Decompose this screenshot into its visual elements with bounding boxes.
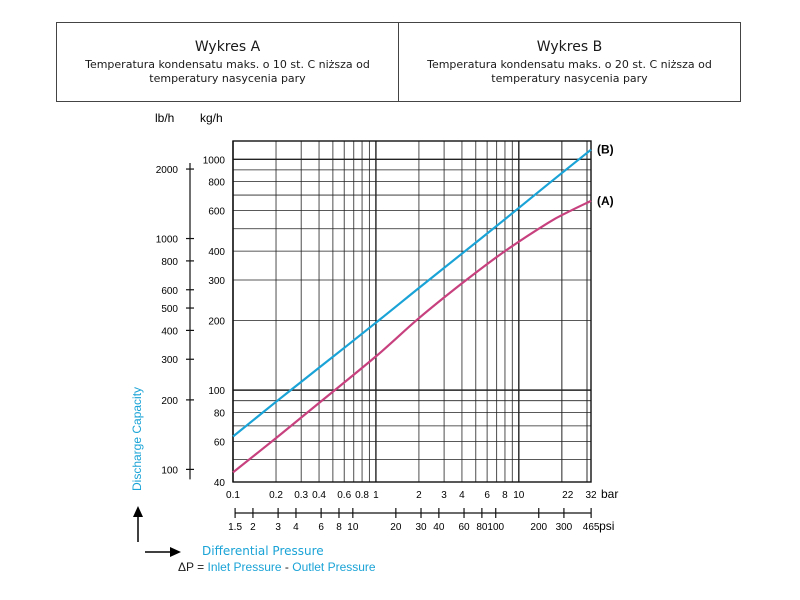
lbh-tick-label: 1000: [156, 235, 179, 246]
legend-b-desc: Temperatura kondensatu maks. o 20 st. C …: [427, 57, 712, 85]
y-tick-label-kgh: 400: [208, 247, 225, 258]
right-arrow-icon: [145, 547, 181, 557]
x-tick-label-bar: 0.3: [294, 490, 308, 501]
y-tick-label-kgh: 300: [208, 276, 225, 287]
x-tick-label-bar: 1: [373, 490, 379, 501]
series-label-b: (B): [597, 143, 614, 157]
psi-tick-label: 80: [476, 522, 488, 533]
y-tick-label-kgh: 600: [208, 206, 225, 217]
legend-cell-b: Wykres B Temperatura kondensatu maks. o …: [398, 23, 740, 101]
lbh-tick-label: 500: [161, 304, 178, 315]
legend-a-desc: Temperatura kondensatu maks. o 10 st. C …: [85, 57, 370, 85]
y-tick-label-kgh: 40: [214, 478, 226, 489]
psi-tick-label: 1.5: [228, 522, 242, 533]
psi-unit-label: psi: [599, 519, 614, 533]
psi-tick-label: 200: [530, 522, 547, 533]
series: (B) (A): [232, 143, 614, 474]
differential-pressure-label: Differential Pressure: [202, 544, 324, 558]
x-tick-label-bar: 22: [562, 490, 574, 501]
psi-tick-label: 20: [390, 522, 402, 533]
psi-tick-label: 60: [458, 522, 470, 533]
x-tick-label-bar: 10: [513, 490, 525, 501]
x-tick-label-bar: 0.6: [337, 490, 351, 501]
lbh-tick-label: 2000: [156, 165, 179, 176]
legend-cell-a: Wykres A Temperatura kondensatu maks. o …: [57, 23, 398, 101]
x-tick-label-bar: 32: [585, 490, 597, 501]
x-tick-label-bar: 0.2: [269, 490, 283, 501]
inlet-pressure-label: Inlet Pressure: [207, 560, 282, 574]
psi-tick-label: 465: [583, 522, 600, 533]
psi-tick-label: 10: [347, 522, 359, 533]
legend-box: Wykres A Temperatura kondensatu maks. o …: [56, 22, 741, 102]
x-tick-label-bar: 8: [502, 490, 508, 501]
outlet-pressure-label: Outlet Pressure: [292, 560, 376, 574]
x-tick-label-bar: 0.8: [355, 490, 369, 501]
psi-tick-label: 100: [487, 522, 504, 533]
series-line-a: [232, 199, 592, 474]
y-tick-label-kgh: 200: [208, 317, 225, 328]
axes: 4060801002003004006008001000kg/h10020030…: [155, 111, 618, 533]
x-tick-label-bar: 2: [416, 490, 422, 501]
x-tick-label-bar: 6: [484, 490, 490, 501]
lbh-tick-label: 200: [161, 396, 178, 407]
x-tick-label-bar: 0.1: [226, 490, 240, 501]
delta-p-label: ΔP =: [178, 560, 205, 574]
psi-tick-label: 40: [433, 522, 445, 533]
legend-a-title: Wykres A: [194, 38, 261, 55]
lbh-tick-label: 600: [161, 286, 178, 297]
psi-tick-label: 3: [275, 522, 281, 533]
psi-tick-label: 2: [250, 522, 256, 533]
psi-tick-label: 8: [336, 522, 342, 533]
formula-dash: -: [284, 560, 289, 574]
lbh-unit-label: lb/h: [155, 111, 174, 125]
psi-tick-label: 6: [318, 522, 324, 533]
x-tick-label-bar: 4: [459, 490, 465, 501]
x-tick-label-bar: 3: [441, 490, 447, 501]
lbh-tick-label: 300: [161, 355, 178, 366]
y-tick-label-kgh: 1000: [203, 155, 226, 166]
lbh-tick-label: 800: [161, 257, 178, 268]
psi-tick-label: 30: [415, 522, 427, 533]
psi-tick-label: 300: [556, 522, 573, 533]
delta-p-formula: ΔP = Inlet Pressure - Outlet Pressure: [178, 560, 376, 574]
series-label-a: (A): [597, 194, 614, 208]
lbh-tick-label: 100: [161, 465, 178, 476]
lbh-tick-label: 400: [161, 326, 178, 337]
psi-tick-label: 4: [293, 522, 299, 533]
y-tick-label-kgh: 100: [208, 386, 225, 397]
legend-b-title: Wykres B: [536, 38, 603, 55]
y-tick-label-kgh: 80: [214, 409, 226, 420]
kgh-unit-label: kg/h: [200, 111, 223, 125]
series-line-b: [232, 148, 592, 438]
up-arrow-icon: [133, 506, 143, 542]
y-tick-label-kgh: 60: [214, 437, 226, 448]
y-axis-label: Discharge Capacity: [130, 387, 144, 491]
bar-unit-label: bar: [601, 487, 618, 501]
plot-frame: [232, 140, 592, 483]
x-tick-label-bar: 0.4: [312, 490, 326, 501]
y-tick-label-kgh: 800: [208, 178, 225, 189]
